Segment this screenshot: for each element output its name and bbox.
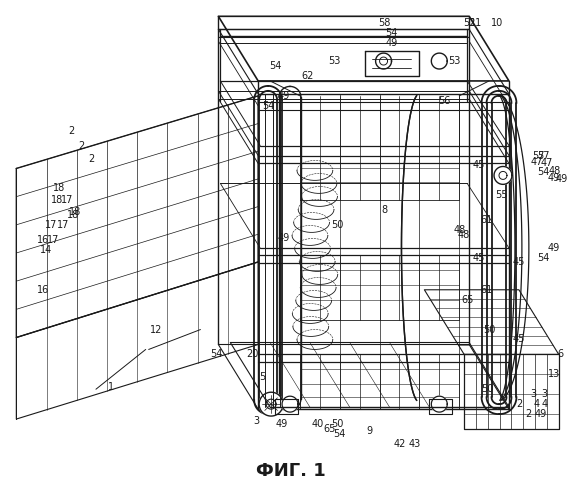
Text: 40: 40 <box>312 419 324 429</box>
Text: 18: 18 <box>51 196 63 205</box>
Text: 4: 4 <box>534 399 540 409</box>
Text: 9: 9 <box>367 426 373 436</box>
Text: 54: 54 <box>385 28 398 38</box>
Text: 16: 16 <box>37 285 50 295</box>
Text: 50: 50 <box>332 220 344 230</box>
Text: 6: 6 <box>558 350 564 360</box>
Text: 18: 18 <box>53 184 65 194</box>
Text: 16: 16 <box>37 235 50 245</box>
Text: 54: 54 <box>262 101 274 111</box>
Text: 50: 50 <box>332 419 344 429</box>
Polygon shape <box>431 396 447 412</box>
Text: 3: 3 <box>531 389 537 399</box>
Text: 48: 48 <box>549 166 561 176</box>
Text: 47: 47 <box>540 158 553 168</box>
Text: 58: 58 <box>378 18 391 28</box>
Polygon shape <box>259 392 283 416</box>
Text: ФИГ. 1: ФИГ. 1 <box>256 462 326 480</box>
Text: 18: 18 <box>69 207 81 217</box>
Text: 49: 49 <box>278 233 290 243</box>
Text: 49: 49 <box>535 409 547 419</box>
Text: 10: 10 <box>491 18 503 28</box>
Text: 50: 50 <box>483 324 495 334</box>
Text: 61: 61 <box>480 285 492 295</box>
Polygon shape <box>494 166 512 184</box>
Text: 17: 17 <box>61 196 73 205</box>
Text: 49: 49 <box>276 419 288 429</box>
Text: 53: 53 <box>329 56 341 66</box>
Text: 45: 45 <box>512 257 525 267</box>
Text: 65: 65 <box>461 294 473 304</box>
Text: 57: 57 <box>538 150 550 160</box>
Text: 50: 50 <box>481 384 493 394</box>
Text: 2: 2 <box>526 409 532 419</box>
Text: 65: 65 <box>324 424 336 434</box>
Text: 3: 3 <box>542 389 548 399</box>
Polygon shape <box>282 396 298 412</box>
Polygon shape <box>375 53 392 69</box>
Text: 17: 17 <box>47 235 59 245</box>
Text: 45: 45 <box>473 160 485 170</box>
Polygon shape <box>431 53 447 69</box>
Text: 3: 3 <box>253 416 259 426</box>
Text: 56: 56 <box>438 96 451 106</box>
Text: 2: 2 <box>68 126 74 136</box>
Text: 52: 52 <box>463 18 475 28</box>
Text: 42: 42 <box>394 439 406 449</box>
Text: 49: 49 <box>547 243 560 253</box>
Text: 54: 54 <box>538 253 550 263</box>
Text: 54: 54 <box>333 429 346 439</box>
Text: 49: 49 <box>556 174 568 184</box>
Text: 48: 48 <box>453 225 465 235</box>
Text: 54: 54 <box>538 168 550 177</box>
Text: 5: 5 <box>259 372 265 382</box>
Text: 17: 17 <box>45 220 57 230</box>
Text: 48: 48 <box>458 230 470 240</box>
Text: 14: 14 <box>40 245 52 255</box>
Text: 61: 61 <box>480 215 492 225</box>
Text: 49: 49 <box>547 174 560 184</box>
Text: 55: 55 <box>495 190 507 200</box>
Text: 2: 2 <box>88 154 94 164</box>
Text: 12: 12 <box>149 324 162 334</box>
Text: 8: 8 <box>381 205 388 215</box>
Text: 43: 43 <box>408 439 420 449</box>
Text: 54: 54 <box>269 61 281 71</box>
Text: 62: 62 <box>302 71 314 81</box>
Text: 47: 47 <box>531 158 543 168</box>
Text: 49: 49 <box>385 38 398 48</box>
Text: 11: 11 <box>470 18 482 28</box>
Text: 13: 13 <box>547 370 560 380</box>
Text: 17: 17 <box>57 220 69 230</box>
Text: 4: 4 <box>542 399 548 409</box>
Text: 20: 20 <box>246 350 258 360</box>
Text: 53: 53 <box>448 56 461 66</box>
Text: 1: 1 <box>108 382 114 392</box>
Text: 45: 45 <box>512 334 525 344</box>
Text: 57: 57 <box>532 150 545 160</box>
Text: 2: 2 <box>78 140 84 150</box>
Text: 49: 49 <box>278 91 290 101</box>
Text: 2: 2 <box>516 399 522 409</box>
Text: 18: 18 <box>67 210 79 220</box>
Text: 54: 54 <box>210 350 223 360</box>
Text: 45: 45 <box>473 253 485 263</box>
